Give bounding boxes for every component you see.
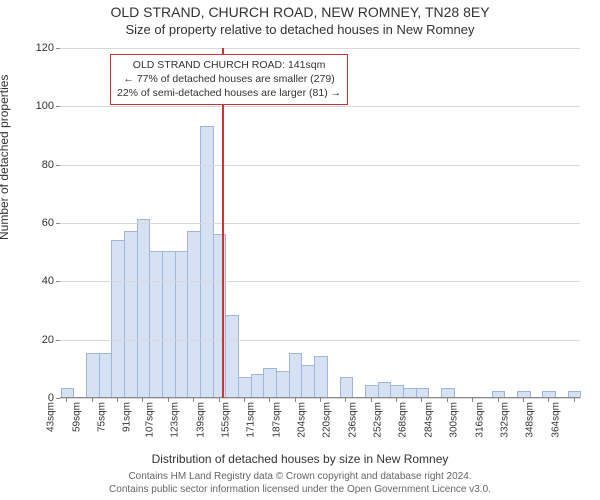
y-tick-mark: [56, 281, 60, 282]
histogram-bar: [124, 231, 138, 398]
x-tick-label: 123sqm: [170, 402, 181, 438]
histogram-bar: [378, 382, 392, 398]
x-tick-mark: [421, 398, 422, 402]
gridline-h: [60, 223, 580, 224]
histogram-bar: [99, 353, 113, 398]
y-tick-mark: [56, 340, 60, 341]
x-tick-label: 59sqm: [71, 402, 82, 432]
x-tick-label: 220sqm: [322, 402, 333, 438]
x-tick-label: 43sqm: [46, 402, 57, 432]
x-tick-label: 155sqm: [221, 402, 232, 438]
histogram-bar: [251, 374, 265, 398]
histogram-bar: [200, 126, 214, 398]
histogram-bar: [301, 365, 315, 398]
chart-title-line2: Size of property relative to detached ho…: [0, 22, 600, 37]
x-tick-mark: [117, 398, 118, 402]
gridline-h: [60, 106, 580, 107]
y-tick-label: 20: [42, 334, 54, 346]
x-axis-label: Distribution of detached houses by size …: [0, 452, 600, 466]
x-tick-mark: [219, 398, 220, 402]
callout-box: OLD STRAND CHURCH ROAD: 141sqm← 77% of d…: [110, 54, 348, 105]
histogram-bar: [162, 251, 176, 398]
x-tick-mark: [66, 398, 67, 402]
histogram-bar: [187, 231, 201, 398]
gridline-h: [60, 281, 580, 282]
x-tick-label: 139sqm: [195, 402, 206, 438]
histogram-bar: [276, 371, 290, 398]
histogram-bar: [137, 219, 151, 398]
x-tick-label: 171sqm: [246, 402, 257, 438]
histogram-bar: [213, 234, 227, 398]
histogram-bar: [289, 353, 303, 398]
callout-line: OLD STRAND CHURCH ROAD: 141sqm: [117, 58, 341, 72]
y-tick-label: 40: [42, 275, 54, 287]
x-tick-label: 364sqm: [550, 402, 561, 438]
x-tick-label: 107sqm: [145, 402, 156, 438]
x-tick-label: 187sqm: [271, 402, 282, 438]
y-tick-label: 60: [42, 217, 54, 229]
y-tick-mark: [56, 106, 60, 107]
x-tick-label: 348sqm: [525, 402, 536, 438]
y-tick-mark: [56, 165, 60, 166]
x-tick-mark: [269, 398, 270, 402]
x-tick-mark: [142, 398, 143, 402]
y-tick-mark: [56, 48, 60, 49]
y-tick-label: 120: [36, 42, 54, 54]
histogram-bar: [225, 315, 239, 398]
x-tick-label: 268sqm: [398, 402, 409, 438]
y-axis-label: Number of detached properties: [0, 75, 11, 240]
x-tick-mark: [371, 398, 372, 402]
x-tick-label: 236sqm: [347, 402, 358, 438]
x-tick-label: 204sqm: [297, 402, 308, 438]
x-tick-mark: [574, 398, 575, 402]
attribution-line1: Contains HM Land Registry data © Crown c…: [0, 471, 600, 484]
histogram-bar: [314, 356, 328, 398]
gridline-h: [60, 340, 580, 341]
chart-title-line1: OLD STRAND, CHURCH ROAD, NEW ROMNEY, TN2…: [0, 4, 600, 20]
attribution-line2: Contains public sector information licen…: [0, 484, 600, 497]
histogram-bar: [149, 251, 163, 398]
histogram-bar: [263, 368, 277, 398]
x-tick-mark: [295, 398, 296, 402]
x-tick-label: 91sqm: [122, 402, 133, 432]
x-tick-mark: [168, 398, 169, 402]
x-tick-mark: [92, 398, 93, 402]
y-tick-mark: [56, 223, 60, 224]
y-tick-label: 80: [42, 159, 54, 171]
x-tick-label: 316sqm: [474, 402, 485, 438]
callout-line: ← 77% of detached houses are smaller (27…: [117, 72, 341, 86]
x-tick-label: 252sqm: [373, 402, 384, 438]
attribution: Contains HM Land Registry data © Crown c…: [0, 471, 600, 496]
y-tick-mark: [56, 398, 60, 399]
x-tick-mark: [447, 398, 448, 402]
histogram-bar: [111, 240, 125, 399]
x-tick-label: 75sqm: [97, 402, 108, 432]
histogram-bar: [175, 251, 189, 398]
callout-line: 22% of semi-detached houses are larger (…: [117, 86, 341, 100]
histogram-bar: [238, 377, 252, 398]
x-tick-mark: [193, 398, 194, 402]
y-tick-label: 100: [36, 100, 54, 112]
x-tick-mark: [472, 398, 473, 402]
x-tick-mark: [548, 398, 549, 402]
gridline-h: [60, 48, 580, 49]
x-tick-label: 332sqm: [500, 402, 511, 438]
chart-plot-area: 02040608010012043sqm59sqm75sqm91sqm107sq…: [60, 48, 580, 398]
x-tick-mark: [345, 398, 346, 402]
histogram-bar: [340, 377, 354, 398]
x-tick-label: 300sqm: [449, 402, 460, 438]
gridline-h: [60, 165, 580, 166]
x-tick-mark: [498, 398, 499, 402]
histogram-bar: [86, 353, 100, 398]
x-tick-label: 284sqm: [424, 402, 435, 438]
